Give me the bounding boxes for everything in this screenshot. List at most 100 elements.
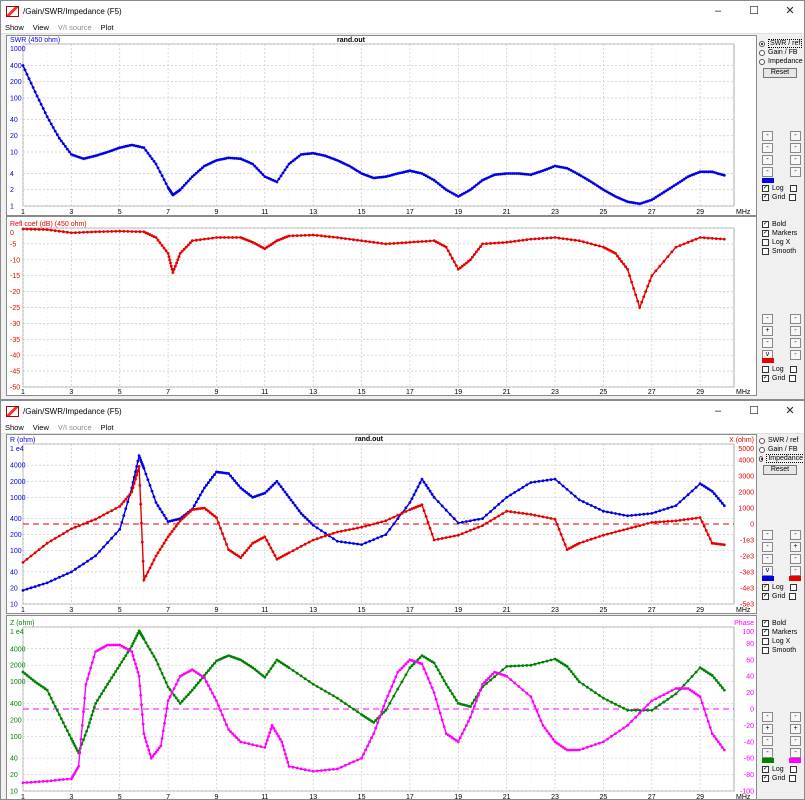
shift-up-button-2[interactable]: -	[790, 143, 801, 153]
scale-up-button-2[interactable]: -	[790, 131, 801, 141]
radio-impedance-2[interactable]: Impedance	[759, 454, 804, 463]
scale-down-button-2[interactable]: -	[790, 167, 801, 177]
radio-gain-dot-2[interactable]	[759, 446, 765, 453]
z-grid-check[interactable]: ✓ Grid	[762, 774, 800, 783]
markers-checkbox[interactable]: ✓	[762, 230, 769, 237]
swr-graph[interactable]: rand.out 1 3 5 7 9 11 13 15 17 19 21 23 25 27 29 MHz 100…	[6, 35, 757, 216]
close-button[interactable]: ✕	[785, 5, 795, 17]
phase-scale-down-button[interactable]: -	[790, 748, 801, 758]
scale-down-button[interactable]: -	[762, 167, 773, 177]
r-grid-checkbox[interactable]: ✓	[762, 593, 769, 600]
x-shift-up-button[interactable]: +	[790, 542, 801, 552]
rx-graph[interactable]: rand.out 1 3 5 7 9 11 13 15 17 19 21 23 25 27 29 MHz 1 e…	[6, 434, 757, 614]
refl-log-checkbox[interactable]	[762, 366, 769, 373]
refl-scale-up-button[interactable]: -	[762, 314, 773, 324]
z-log-check[interactable]: ✓ Log	[762, 765, 800, 774]
radio-impedance-dot[interactable]	[759, 58, 765, 65]
r-scale-down-button[interactable]: v	[762, 566, 773, 576]
log-check[interactable]: ✓ Log	[762, 184, 800, 193]
radio-gain-dot[interactable]	[759, 49, 765, 56]
scale-up-button[interactable]: -	[762, 131, 773, 141]
markers-checkbox-2[interactable]: ✓	[762, 629, 769, 636]
swr-color-swatch[interactable]	[762, 178, 774, 183]
menu-vi-source[interactable]: V/I source	[57, 22, 92, 32]
shift-up-button[interactable]: -	[762, 143, 773, 153]
menu-show[interactable]: Show	[5, 22, 24, 32]
logx-checkbox[interactable]	[762, 239, 769, 246]
minimize-button-2[interactable]: –	[714, 405, 722, 417]
markers-check-2[interactable]: ✓ Markers	[762, 628, 797, 637]
shift-down-button-2[interactable]: -	[790, 155, 801, 165]
reset-button[interactable]: Reset	[763, 68, 797, 78]
r-shift-down-button[interactable]: -	[762, 554, 773, 564]
z-scale-down-button[interactable]: -	[762, 748, 773, 758]
r-grid-checkbox-2[interactable]	[789, 593, 797, 600]
grid-checkbox[interactable]: ✓	[762, 194, 769, 201]
z-color-swatch[interactable]	[762, 758, 774, 763]
x-color-swatch[interactable]	[789, 576, 801, 581]
refl-graph[interactable]: 1 3 5 7 9 11 13 15 17 19 21 23 25 27 29 MHz 0 -5 -10 -15 -20…	[6, 216, 757, 396]
grid-checkbox-2[interactable]	[789, 194, 797, 201]
refl-scale-down-button-2[interactable]: -	[790, 350, 801, 360]
refl-scale-up-button-2[interactable]: -	[790, 314, 801, 324]
smooth-checkbox[interactable]	[762, 248, 769, 255]
radio-impedance[interactable]: Impedance	[759, 57, 804, 66]
z-scale-up-button[interactable]: -	[762, 712, 773, 722]
smooth-checkbox-2[interactable]	[762, 647, 769, 654]
refl-log-check[interactable]: Log	[762, 365, 800, 374]
r-log-check[interactable]: ✓ Log	[762, 583, 800, 592]
logx-check-2[interactable]: Log X	[762, 637, 797, 646]
bold-checkbox[interactable]: ✓	[762, 221, 769, 228]
bold-check[interactable]: ✓ Bold	[762, 220, 797, 229]
radio-gain[interactable]: Gain / FB	[759, 48, 804, 57]
smooth-check[interactable]: Smooth	[762, 247, 797, 256]
reset-button-2[interactable]: Reset	[763, 465, 797, 475]
phase-color-swatch[interactable]	[789, 758, 801, 763]
refl-shift-up-button[interactable]: +	[762, 326, 773, 336]
maximize-button[interactable]: ☐	[749, 5, 759, 17]
z-grid-checkbox[interactable]: ✓	[762, 775, 769, 782]
bold-checkbox-2[interactable]: ✓	[762, 620, 769, 627]
logx-check[interactable]: Log X	[762, 238, 797, 247]
x-scale-up-button[interactable]: -	[790, 530, 801, 540]
menu-vi-source-2[interactable]: V/I source	[57, 422, 92, 432]
shift-down-button[interactable]: -	[762, 155, 773, 165]
menu-view[interactable]: View	[32, 22, 49, 32]
z-log-checkbox-2[interactable]	[789, 766, 797, 773]
menu-view-2[interactable]: View	[32, 422, 49, 432]
r-shift-up-button[interactable]: -	[762, 542, 773, 552]
refl-grid-checkbox[interactable]: ✓	[762, 375, 769, 382]
refl-shift-down-button-2[interactable]: -	[790, 338, 801, 348]
r-log-checkbox[interactable]: ✓	[762, 584, 769, 591]
zphase-graph[interactable]: 1 3 5 7 9 11 13 15 17 19 21 23 25 27 29 MHz 1 e4 4000 2000…	[6, 615, 757, 799]
maximize-button-2[interactable]: ☐	[749, 405, 759, 417]
x-scale-down-button[interactable]: -	[790, 566, 801, 576]
refl-shift-down-button[interactable]: -	[762, 338, 773, 348]
radio-swr-dot-2[interactable]	[759, 437, 765, 444]
bold-check-2[interactable]: ✓ Bold	[762, 619, 797, 628]
x-shift-down-button[interactable]: -	[790, 554, 801, 564]
refl-grid-check[interactable]: ✓ Grid	[762, 374, 800, 383]
r-color-swatch[interactable]	[762, 576, 774, 581]
phase-scale-up-button[interactable]: -	[790, 712, 801, 722]
refl-grid-checkbox-2[interactable]	[789, 375, 797, 382]
menu-show-2[interactable]: Show	[5, 422, 24, 432]
minimize-button[interactable]: –	[714, 5, 722, 17]
title-bar-2[interactable]: /Gain/SWR/Impedance (F5) – ☐ ✕	[1, 401, 804, 421]
z-grid-checkbox-2[interactable]	[789, 775, 797, 782]
close-button-2[interactable]: ✕	[785, 405, 795, 417]
z-shift-down-button[interactable]: -	[762, 736, 773, 746]
r-log-checkbox-2[interactable]	[789, 584, 797, 591]
log-checkbox-2[interactable]	[789, 185, 797, 192]
markers-check[interactable]: ✓ Markers	[762, 229, 797, 238]
r-grid-check[interactable]: ✓ Grid	[762, 592, 800, 601]
refl-shift-up-button-2[interactable]: -	[790, 326, 801, 336]
logx-checkbox-2[interactable]	[762, 638, 769, 645]
menu-plot-2[interactable]: Plot	[100, 422, 114, 432]
grid-check[interactable]: ✓ Grid	[762, 193, 800, 202]
smooth-check-2[interactable]: Smooth	[762, 646, 797, 655]
refl-color-swatch[interactable]	[762, 358, 774, 363]
radio-gain-2[interactable]: Gain / FB	[759, 445, 804, 454]
radio-swr-2[interactable]: SWR / ref	[759, 436, 804, 445]
z-shift-up-button[interactable]: +	[762, 724, 773, 734]
